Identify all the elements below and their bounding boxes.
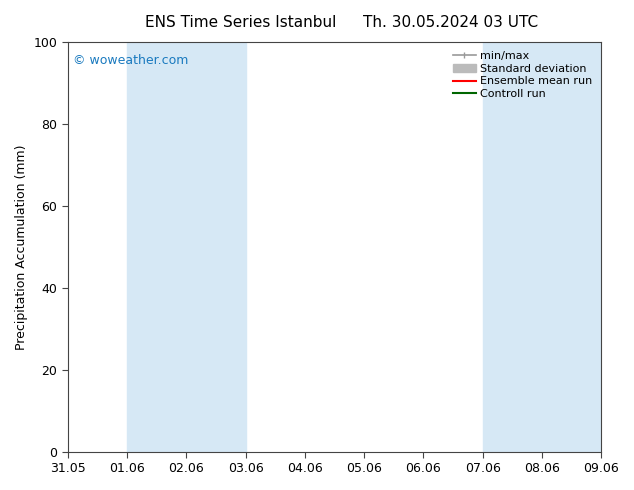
- Text: © woweather.com: © woweather.com: [73, 54, 188, 67]
- Bar: [127, 42, 245, 452]
- Text: Th. 30.05.2024 03 UTC: Th. 30.05.2024 03 UTC: [363, 15, 538, 30]
- Text: ENS Time Series Istanbul: ENS Time Series Istanbul: [145, 15, 337, 30]
- Legend: min/max, Standard deviation, Ensemble mean run, Controll run: min/max, Standard deviation, Ensemble me…: [450, 48, 595, 102]
- Bar: [482, 42, 601, 452]
- Y-axis label: Precipitation Accumulation (mm): Precipitation Accumulation (mm): [15, 144, 28, 349]
